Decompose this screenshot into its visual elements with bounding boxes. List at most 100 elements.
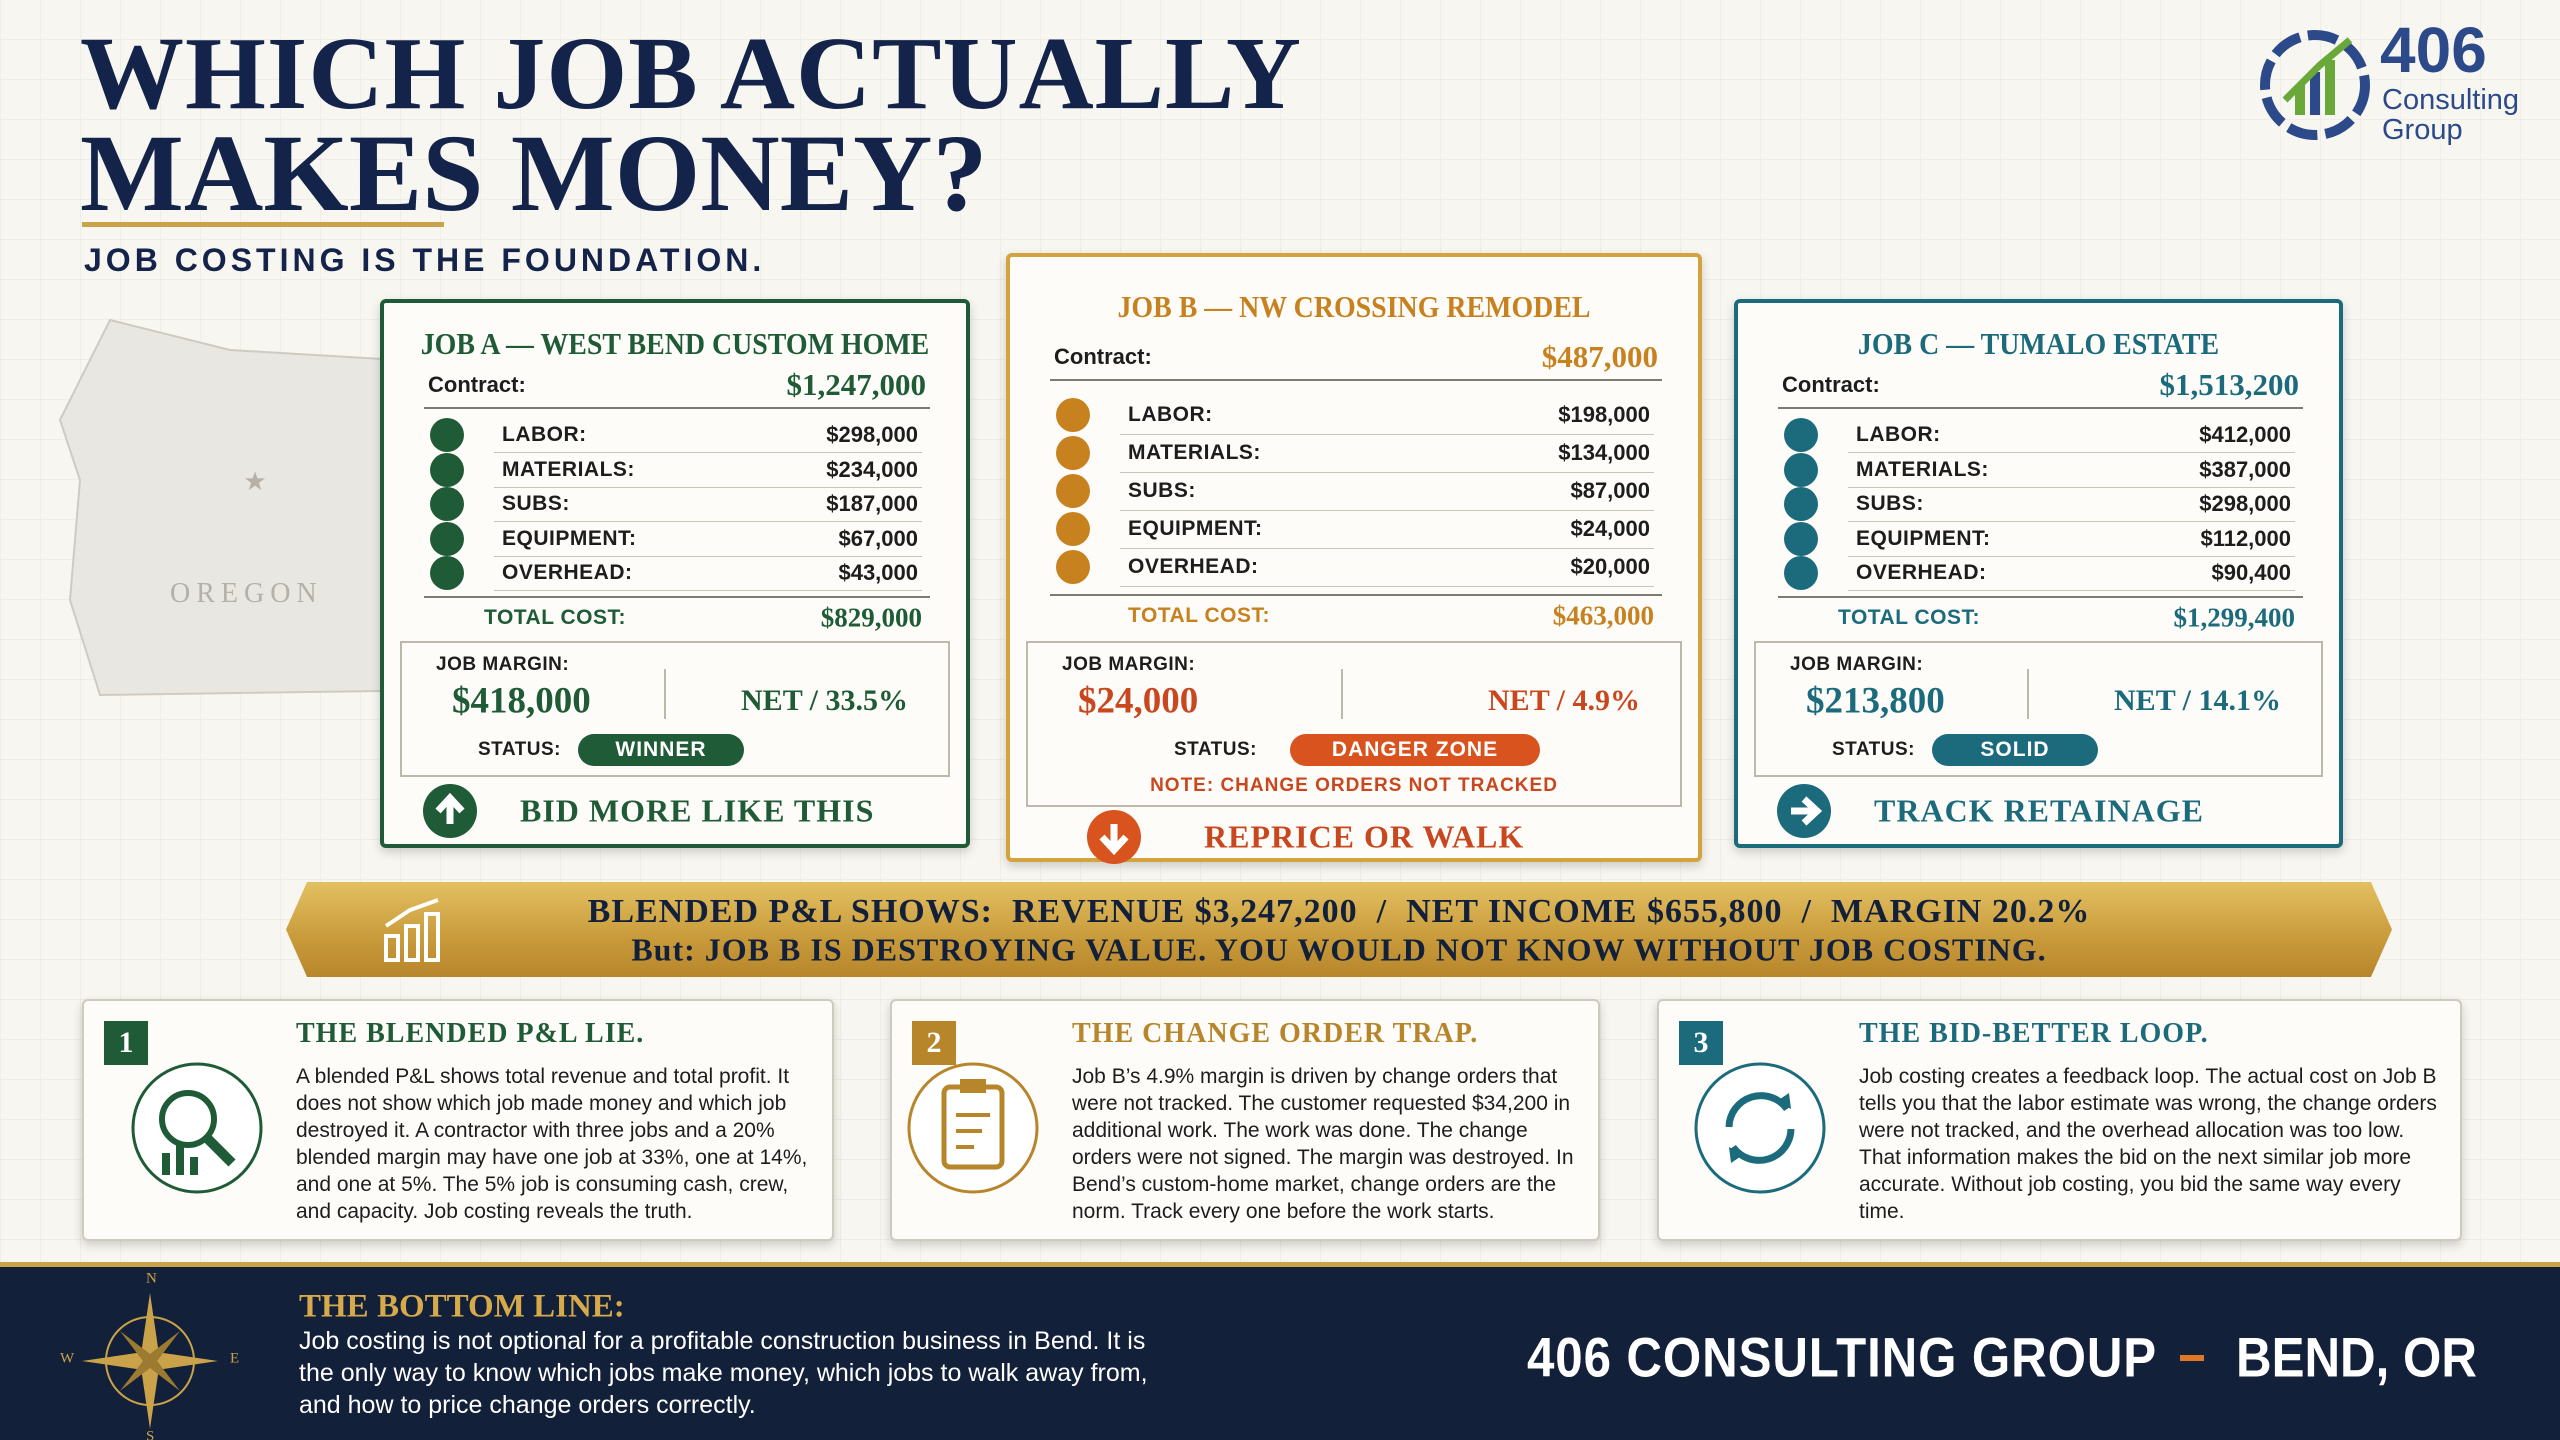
cost-icon (1784, 487, 1818, 521)
action-text: TRACK RETAINAGE (1874, 792, 2204, 829)
point-icon (1691, 1059, 1829, 1197)
compass-letter: N (146, 1270, 157, 1287)
banner-icon (380, 896, 450, 966)
cost-icon (1056, 436, 1090, 470)
point-number: 1 (104, 1021, 148, 1065)
logo-arrow (2282, 37, 2353, 103)
icon-glyph (1725, 1092, 1795, 1164)
margin-divider (664, 669, 667, 719)
cost-label: EQUIPMENT: (1128, 517, 1263, 540)
cost-value: $298,000 (826, 422, 918, 447)
margin-value: $213,800 (1806, 680, 1945, 722)
logo-mark (2250, 20, 2380, 150)
compass (60, 1281, 240, 1440)
cost-value: $90,400 (2211, 560, 2291, 585)
cost-icon (1056, 398, 1090, 432)
point-number: 3 (1679, 1021, 1723, 1065)
banner-line: BLENDED P&L SHOWS: REVENUE $3,247,200 / … (587, 893, 2091, 930)
logo-bar (2325, 60, 2335, 115)
row-divider (494, 486, 922, 488)
cost-label: SUBS: (502, 492, 570, 515)
logo-name: Group (2382, 114, 2463, 146)
row-divider (494, 452, 922, 454)
brand-name: 406 CONSULTING GROUP (1527, 1325, 2158, 1389)
cost-label: LABOR: (1128, 403, 1213, 426)
point-card: 3 THE BID-BETTER LOOP. Job costing creates… (1657, 999, 2462, 1241)
cost-value: $20,000 (1570, 554, 1650, 579)
net-value: NET / 4.9% (1488, 684, 1640, 717)
margin-divider (1340, 669, 1343, 719)
contract-value: $1,513,200 (2159, 367, 2300, 402)
card-title: JOB C — TUMALO ESTATE (1857, 326, 2220, 361)
point-card: 2 THE CHANGE ORDER TRAP. Job B’s 4.9% marg… (890, 999, 1600, 1241)
row-divider (1120, 548, 1654, 549)
total-value: $1,299,400 (2173, 602, 2296, 633)
cost-label: OVERHEAD: (1856, 561, 1987, 584)
point-icon-art (907, 1062, 1039, 1194)
subtitle: JOB COSTING IS THE FOUNDATION. (84, 242, 766, 278)
card-title: JOB A — WEST BEND CUSTOM HOME (420, 326, 930, 361)
banner-line: But: JOB B IS DESTROYING VALUE. YOU WOUL… (631, 931, 2047, 968)
total-label: TOTAL COST: (484, 606, 626, 629)
row-divider (1120, 434, 1654, 435)
cost-value: $412,000 (2199, 422, 2291, 447)
contract-label: Contract: (1782, 372, 1880, 397)
icon-ring (1694, 1062, 1826, 1194)
cost-label: SUBS: (1128, 479, 1196, 502)
footer-heading: THE BOTTOM LINE: (299, 1288, 625, 1325)
icon-glyph (941, 1079, 1005, 1170)
total-label: TOTAL COST: (1838, 606, 1980, 629)
map-star: ★ (243, 466, 266, 496)
status-label: STATUS: (1174, 739, 1258, 760)
contract-label: Contract: (428, 372, 526, 397)
cost-value: $67,000 (838, 525, 918, 551)
divider (1050, 379, 1662, 381)
net-value: NET / 14.1% (2114, 684, 2281, 717)
status-label: STATUS: (1832, 739, 1916, 760)
row-divider (1848, 452, 2295, 454)
logo-number: 406 (2380, 14, 2487, 86)
cost-icon (1056, 550, 1090, 584)
cost-icon (430, 487, 464, 521)
point-text: Job B’s 4.9% margin is driven by change … (1072, 1065, 1574, 1223)
action-icon (422, 783, 478, 839)
point-card: 1 THE BLENDED P&L LIE. A blended P&L shows… (82, 999, 834, 1241)
compass-letter: S (146, 1428, 155, 1440)
logo-bar (2295, 85, 2305, 115)
action-icon (1086, 809, 1142, 865)
title-line: MAKES MONEY? (80, 112, 988, 234)
cost-icon (1784, 452, 1818, 487)
banner-chart-icon (384, 898, 440, 962)
margin-value: $24,000 (1078, 680, 1199, 722)
row-divider (494, 521, 922, 523)
brand-separator (2180, 1355, 2204, 1361)
cost-label: MATERIALS: (1856, 457, 1989, 481)
card-title: JOB B — NW CROSSING REMODEL (1117, 289, 1591, 324)
action-glyph (435, 792, 465, 824)
margin-box: JOB MARGIN: $213,800 NET / 14.1% STATUS: SOL… (1754, 641, 2323, 777)
margin-divider (2027, 669, 2030, 719)
divider (424, 407, 930, 409)
margin-box: JOB MARGIN: $418,000 NET / 33.5% STATUS: WIN… (400, 641, 950, 777)
net-value: NET / 33.5% (741, 684, 908, 717)
row-divider (1848, 521, 2295, 523)
title-line: WHICH JOB ACTUALLY (80, 16, 1302, 131)
margin-label: JOB MARGIN: (1790, 654, 1924, 675)
point-title: THE BID-BETTER LOOP. (1859, 1018, 2209, 1049)
cost-icon (430, 556, 464, 590)
cost-label: SUBS: (1856, 492, 1924, 515)
cost-value: $198,000 (1558, 402, 1650, 427)
action-arrow (1087, 810, 1141, 864)
cost-label: EQUIPMENT: (1856, 526, 1991, 550)
total-divider (1778, 596, 2303, 598)
icon-bar (384, 934, 400, 962)
status-note: NOTE: CHANGE ORDERS NOT TRACKED (1150, 775, 1558, 796)
status-pill: SOLID (1932, 734, 2098, 766)
total-label: TOTAL COST: (1128, 604, 1270, 627)
cost-icon (1056, 474, 1090, 508)
cost-label: LABOR: (502, 423, 587, 446)
cost-value: $387,000 (2199, 456, 2291, 482)
margin-label: JOB MARGIN: (436, 654, 570, 675)
cost-value: $134,000 (1558, 440, 1650, 465)
